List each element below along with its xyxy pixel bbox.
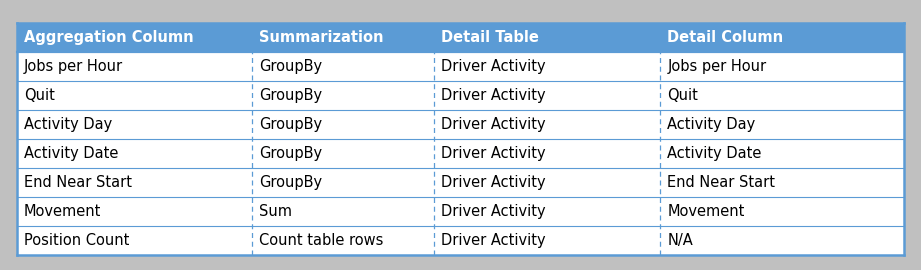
Text: Quit: Quit xyxy=(24,88,54,103)
Text: Detail Column: Detail Column xyxy=(668,30,784,45)
Text: Driver Activity: Driver Activity xyxy=(441,117,545,132)
Text: Position Count: Position Count xyxy=(24,233,129,248)
Text: Driver Activity: Driver Activity xyxy=(441,146,545,161)
Text: Driver Activity: Driver Activity xyxy=(441,204,545,219)
Text: Driver Activity: Driver Activity xyxy=(441,175,545,190)
Text: Jobs per Hour: Jobs per Hour xyxy=(24,59,122,74)
Text: Sum: Sum xyxy=(259,204,292,219)
Text: Jobs per Hour: Jobs per Hour xyxy=(668,59,766,74)
Text: N/A: N/A xyxy=(668,233,694,248)
Text: Activity Date: Activity Date xyxy=(668,146,762,161)
Text: Quit: Quit xyxy=(668,88,698,103)
Text: GroupBy: GroupBy xyxy=(259,146,322,161)
Text: Activity Date: Activity Date xyxy=(24,146,118,161)
Text: Activity Day: Activity Day xyxy=(668,117,755,132)
Text: Movement: Movement xyxy=(24,204,101,219)
Text: Movement: Movement xyxy=(668,204,745,219)
Text: GroupBy: GroupBy xyxy=(259,117,322,132)
Text: Count table rows: Count table rows xyxy=(259,233,383,248)
Text: GroupBy: GroupBy xyxy=(259,175,322,190)
Text: End Near Start: End Near Start xyxy=(24,175,132,190)
Text: Detail Table: Detail Table xyxy=(441,30,539,45)
Text: Summarization: Summarization xyxy=(259,30,383,45)
Text: End Near Start: End Near Start xyxy=(668,175,775,190)
Text: Driver Activity: Driver Activity xyxy=(441,233,545,248)
Text: Activity Day: Activity Day xyxy=(24,117,112,132)
Text: Aggregation Column: Aggregation Column xyxy=(24,30,193,45)
Text: Driver Activity: Driver Activity xyxy=(441,59,545,74)
Text: GroupBy: GroupBy xyxy=(259,88,322,103)
Text: GroupBy: GroupBy xyxy=(259,59,322,74)
Text: Driver Activity: Driver Activity xyxy=(441,88,545,103)
